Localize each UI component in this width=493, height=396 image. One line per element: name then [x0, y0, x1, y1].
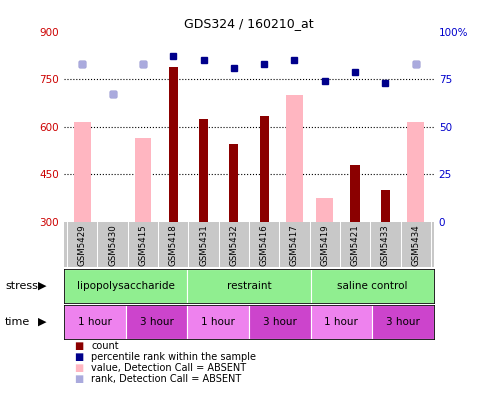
- Bar: [135, 138, 151, 222]
- Text: percentile rank within the sample: percentile rank within the sample: [91, 352, 256, 362]
- Bar: [229, 144, 238, 222]
- Bar: [199, 119, 208, 222]
- Text: ■: ■: [74, 374, 83, 384]
- Bar: [249, 305, 311, 339]
- Title: GDS324 / 160210_at: GDS324 / 160210_at: [184, 17, 314, 30]
- Text: GSM5431: GSM5431: [199, 224, 208, 266]
- Text: GSM5432: GSM5432: [229, 224, 238, 266]
- Bar: [187, 269, 311, 303]
- Text: ▶: ▶: [37, 281, 46, 291]
- Text: count: count: [91, 341, 119, 351]
- Text: 3 hour: 3 hour: [140, 317, 174, 327]
- Text: rank, Detection Call = ABSENT: rank, Detection Call = ABSENT: [91, 374, 242, 384]
- Bar: [311, 269, 434, 303]
- Text: ■: ■: [74, 352, 83, 362]
- Bar: [311, 305, 372, 339]
- Text: 3 hour: 3 hour: [263, 317, 297, 327]
- Text: stress: stress: [5, 281, 38, 291]
- Bar: [381, 190, 390, 222]
- Text: GSM5417: GSM5417: [290, 224, 299, 266]
- Bar: [74, 122, 91, 222]
- Bar: [372, 305, 434, 339]
- Text: ■: ■: [74, 363, 83, 373]
- Bar: [64, 269, 187, 303]
- Text: GSM5418: GSM5418: [169, 224, 177, 266]
- Text: GSM5430: GSM5430: [108, 224, 117, 266]
- Bar: [169, 67, 178, 222]
- Text: lipopolysaccharide: lipopolysaccharide: [77, 281, 175, 291]
- Bar: [286, 95, 303, 222]
- Text: restraint: restraint: [227, 281, 271, 291]
- Text: 1 hour: 1 hour: [201, 317, 235, 327]
- Text: ▶: ▶: [37, 317, 46, 327]
- Text: GSM5433: GSM5433: [381, 224, 390, 266]
- Text: GSM5434: GSM5434: [411, 224, 420, 266]
- Text: saline control: saline control: [337, 281, 408, 291]
- Text: 3 hour: 3 hour: [386, 317, 420, 327]
- Bar: [64, 305, 126, 339]
- Bar: [407, 122, 424, 222]
- Bar: [126, 305, 187, 339]
- Text: ■: ■: [74, 341, 83, 351]
- Bar: [351, 165, 359, 222]
- Bar: [187, 305, 249, 339]
- Text: 1 hour: 1 hour: [78, 317, 112, 327]
- Text: GSM5415: GSM5415: [139, 224, 147, 266]
- Text: value, Detection Call = ABSENT: value, Detection Call = ABSENT: [91, 363, 246, 373]
- Text: GSM5416: GSM5416: [260, 224, 269, 266]
- Text: 1 hour: 1 hour: [324, 317, 358, 327]
- Text: GSM5421: GSM5421: [351, 224, 359, 266]
- Text: time: time: [5, 317, 30, 327]
- Text: GSM5419: GSM5419: [320, 224, 329, 266]
- Bar: [317, 198, 333, 222]
- Text: GSM5429: GSM5429: [78, 224, 87, 266]
- Bar: [260, 116, 269, 222]
